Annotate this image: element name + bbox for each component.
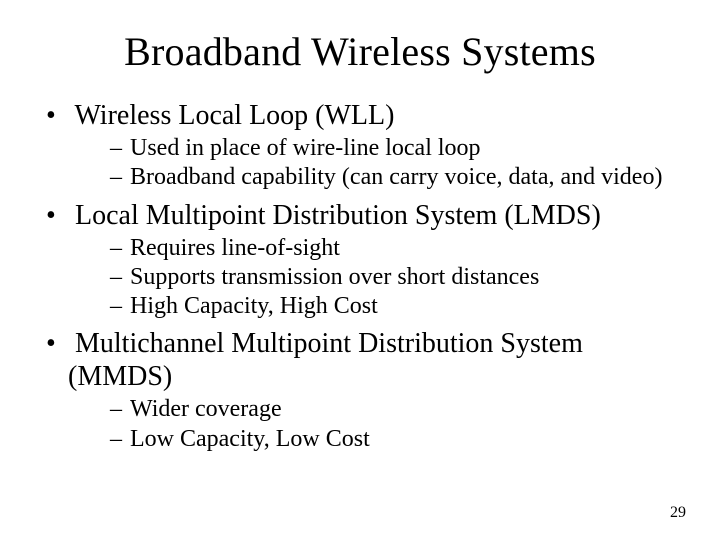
bullet-l2-text: Wider coverage: [130, 396, 282, 422]
bullet-l2-text: Supports transmission over short distanc…: [130, 264, 539, 290]
bullet-l2-text: Used in place of wire-line local loop: [130, 135, 481, 161]
bullet-l1-text: Wireless Local Loop (WLL): [75, 100, 395, 131]
bullet-l2: Wider coverage: [110, 395, 680, 424]
bullet-l2: Low Capacity, Low Cost: [110, 425, 680, 454]
slide-title: Broadband Wireless Systems: [40, 28, 680, 75]
bullet-sublist: Wider coverage Low Capacity, Low Cost: [68, 395, 680, 454]
bullet-sublist: Used in place of wire-line local loop Br…: [68, 134, 680, 193]
slide: Broadband Wireless Systems Wireless Loca…: [0, 0, 720, 540]
bullet-l1: Multichannel Multipoint Distribution Sys…: [46, 327, 680, 454]
bullet-l2: Broadband capability (can carry voice, d…: [110, 163, 680, 192]
bullet-l2-text: Low Capacity, Low Cost: [130, 426, 370, 452]
bullet-sublist: Requires line-of-sight Supports transmis…: [68, 234, 680, 322]
bullet-list: Wireless Local Loop (WLL) Used in place …: [40, 99, 680, 454]
bullet-l1: Wireless Local Loop (WLL) Used in place …: [46, 99, 680, 193]
bullet-l2: Used in place of wire-line local loop: [110, 134, 680, 163]
bullet-l2-text: Requires line-of-sight: [130, 235, 340, 261]
page-number: 29: [670, 504, 686, 522]
bullet-l1-text: Local Multipoint Distribution System (LM…: [75, 200, 601, 231]
bullet-l1: Local Multipoint Distribution System (LM…: [46, 199, 680, 322]
bullet-l2: Supports transmission over short distanc…: [110, 263, 680, 292]
bullet-l1-text: Multichannel Multipoint Distribution Sys…: [68, 328, 583, 392]
bullet-l2: Requires line-of-sight: [110, 234, 680, 263]
bullet-l2: High Capacity, High Cost: [110, 292, 680, 321]
bullet-l2-text: High Capacity, High Cost: [130, 293, 378, 319]
bullet-l2-text: Broadband capability (can carry voice, d…: [130, 164, 662, 190]
